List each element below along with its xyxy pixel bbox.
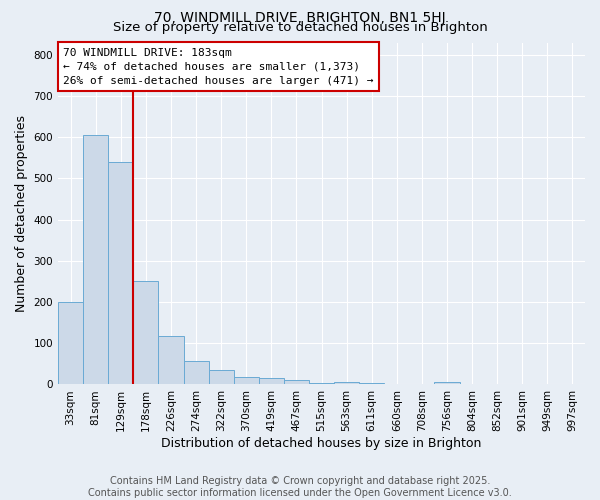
Bar <box>83 135 108 384</box>
Text: 70 WINDMILL DRIVE: 183sqm
← 74% of detached houses are smaller (1,373)
26% of se: 70 WINDMILL DRIVE: 183sqm ← 74% of detac… <box>64 48 374 86</box>
Y-axis label: Number of detached properties: Number of detached properties <box>15 115 28 312</box>
Text: Size of property relative to detached houses in Brighton: Size of property relative to detached ho… <box>113 21 487 34</box>
Bar <box>233 377 259 384</box>
X-axis label: Distribution of detached houses by size in Brighton: Distribution of detached houses by size … <box>161 437 482 450</box>
Bar <box>309 383 334 384</box>
Bar <box>434 382 460 384</box>
Bar <box>334 382 359 384</box>
Text: 70, WINDMILL DRIVE, BRIGHTON, BN1 5HJ: 70, WINDMILL DRIVE, BRIGHTON, BN1 5HJ <box>154 11 446 25</box>
Text: Contains HM Land Registry data © Crown copyright and database right 2025.
Contai: Contains HM Land Registry data © Crown c… <box>88 476 512 498</box>
Bar <box>284 380 309 384</box>
Bar <box>58 302 83 384</box>
Bar <box>259 378 284 384</box>
Bar <box>133 282 158 385</box>
Bar <box>359 383 384 384</box>
Bar <box>209 370 233 384</box>
Bar <box>108 162 133 384</box>
Bar <box>158 336 184 384</box>
Bar <box>184 360 209 384</box>
